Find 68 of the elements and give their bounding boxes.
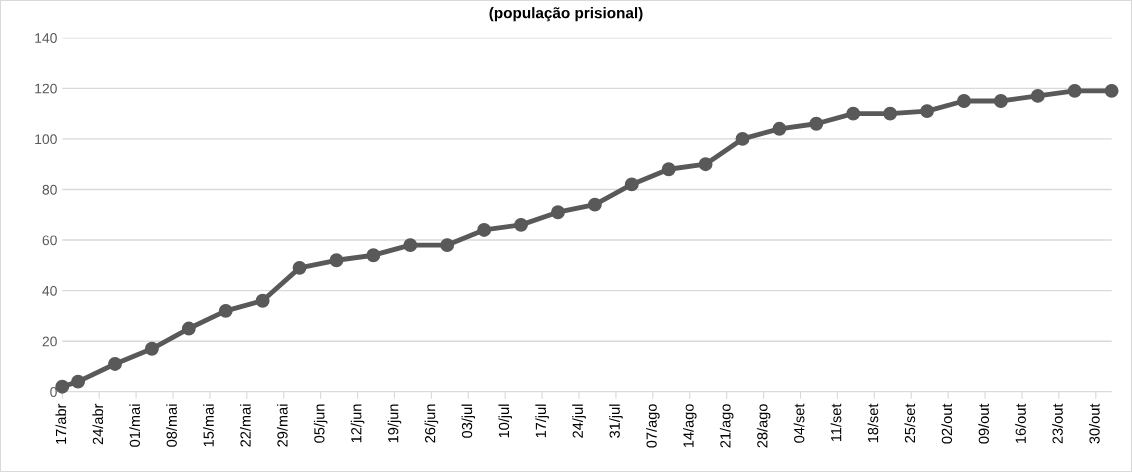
x-tick-label: 03/jul [461,404,476,438]
point [661,162,676,177]
point [772,121,787,136]
y-tick-label: 120 [35,83,57,94]
x-tick-label: 23/out [1052,403,1063,444]
point [181,321,196,336]
x-tick-label: 29/mai [276,404,288,447]
point [698,157,713,172]
x-tick-label: 21/ago [719,404,734,448]
x-tick-label: 11/set [830,403,842,442]
point [550,205,565,220]
x-tick-label: 01/mai [129,404,140,447]
x-tick-label: 26/jun [424,404,439,443]
x-tick-label: 05/jun [313,404,328,443]
point [144,341,159,356]
point [477,222,492,237]
x-tick-label: 07/ago [646,404,660,448]
x-tick-label: 17/abr [55,403,67,444]
point [809,116,824,131]
x-tick-label: 30/out [1089,403,1100,444]
point [957,94,971,108]
point [1067,83,1082,98]
point [71,374,86,389]
x-tick-label: 14/ago [682,404,697,448]
x-tick-label: 19/jun [387,404,402,443]
point [55,379,70,394]
point [1030,88,1045,103]
point [883,106,898,121]
point [329,253,344,268]
point [624,177,639,192]
x-tick-label: 25/set [904,403,916,443]
point [403,238,418,253]
x-tick-label: 02/out [941,403,953,444]
x-tick-label: 28/ago [756,404,771,448]
point [1104,83,1119,98]
y-tick-label: 100 [35,134,57,145]
x-tick-label: 15/mai [203,404,214,447]
x-tick-label: 10/jul [498,404,512,438]
point [218,303,233,318]
point [366,248,381,263]
point [440,238,455,253]
y-tick-label: 20 [42,336,57,347]
x-tick-label: 18/set [867,403,879,443]
point [514,217,528,232]
y-tick-label: 140 [35,33,57,43]
x-tick-label: 12/jun [350,404,365,443]
y-tick-label: 60 [42,235,57,246]
x-tick-label: 09/out [978,403,989,444]
point [993,94,1008,108]
point [920,104,935,119]
chart-title: (população prisional) [489,7,643,22]
x-tick-label: 24/abr [92,403,104,445]
point [255,293,270,308]
y-tick-label: 80 [42,184,57,195]
point [846,106,861,121]
x-tick-label: 22/mai [240,404,251,447]
x-tick-label: 04/set [793,403,805,443]
y-tick-label: 0 [50,387,57,397]
point [735,131,750,146]
point [108,357,122,371]
x-tick-label: 08/mai [166,404,177,447]
y-tick-label: 40 [42,285,57,296]
point [292,260,307,275]
x-tick-label: 16/out [1015,403,1026,443]
x-tick-label: 31/jul [609,404,623,438]
x-tick-label: 24/jul [572,404,586,438]
x-tick-label: 17/jul [535,404,549,438]
point [587,197,602,212]
